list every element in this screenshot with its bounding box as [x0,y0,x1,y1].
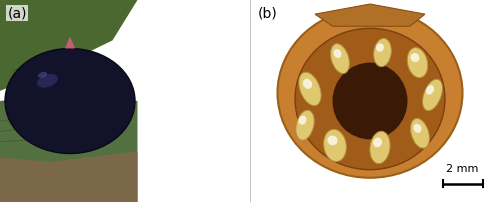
Ellipse shape [422,79,442,111]
Polygon shape [65,36,75,48]
Ellipse shape [334,49,342,58]
Ellipse shape [370,131,390,164]
Ellipse shape [374,38,392,67]
Ellipse shape [376,43,384,52]
Ellipse shape [410,53,420,62]
Text: 2 mm: 2 mm [446,164,478,174]
Ellipse shape [38,72,47,78]
Ellipse shape [324,129,346,162]
Ellipse shape [295,28,445,170]
Ellipse shape [37,74,58,88]
Ellipse shape [299,72,321,106]
Text: (a): (a) [8,6,27,20]
Ellipse shape [330,44,349,74]
Polygon shape [0,152,138,202]
Ellipse shape [426,85,434,95]
Ellipse shape [298,116,306,125]
Ellipse shape [414,124,422,133]
Circle shape [5,48,135,154]
Polygon shape [0,0,138,91]
Polygon shape [0,91,138,202]
Text: (b): (b) [258,6,277,20]
Ellipse shape [328,136,338,145]
Ellipse shape [278,8,462,178]
Ellipse shape [408,48,428,78]
Ellipse shape [410,118,430,148]
Ellipse shape [373,138,382,147]
Polygon shape [315,4,425,26]
Ellipse shape [303,79,312,89]
Ellipse shape [296,110,314,140]
Ellipse shape [332,63,407,139]
